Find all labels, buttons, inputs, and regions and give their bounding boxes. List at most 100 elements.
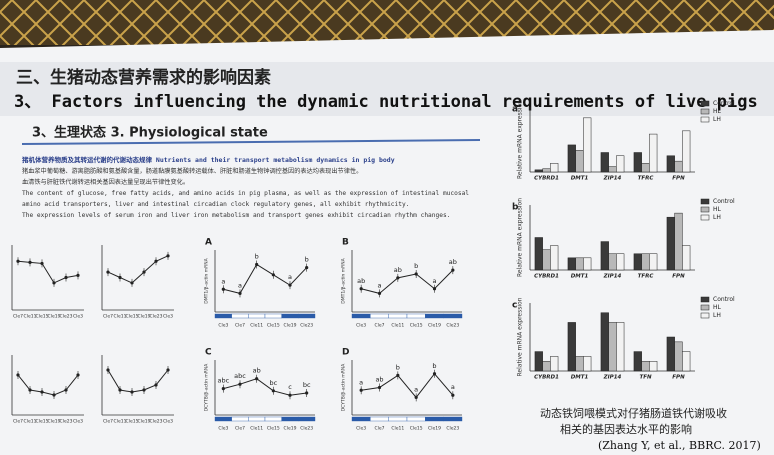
series-line [107,255,169,284]
bar [641,163,650,173]
x-tick-label: Cle19 [138,419,151,425]
legend-label: HL [713,108,722,115]
x-tick-label: Cle15 [36,314,49,320]
x-tick-label: TFRC [638,176,654,182]
bar [567,322,576,372]
x-tick-label: ZIP14 [603,176,622,182]
bar [542,249,551,271]
bar [616,253,625,271]
panel-label: a [512,105,518,115]
light-bar [443,313,463,319]
x-tick-label: Cle3 [218,323,228,329]
caption: 相关的基因表达水平的影响 [560,422,692,436]
x-tick-label: DMT1 [571,274,589,280]
body-line: 血清铁与肝脏铁代谢转运相关基因表达量呈现出节律性变化。 [22,178,189,186]
x-tick-label: Cle15 [267,323,280,329]
x-tick-label: Cle11 [391,426,404,432]
bar [608,322,617,372]
legend-label: LH [713,116,721,123]
legend-label: HL [713,206,722,213]
x-tick-label: Cle11 [114,419,127,425]
x-tick-label: Cle19 [284,426,297,432]
light-bar [425,416,444,422]
bar [534,169,543,173]
light-bar [264,313,282,319]
legend-swatch [700,214,710,221]
sig-letter: abc [234,372,246,380]
title-band [0,62,774,116]
sig-letter: ab [375,376,383,384]
x-tick-label: Cle15 [410,426,423,432]
panel-label: B [342,238,349,248]
citation: (Zhang Y, et al., BBRC. 2017) [598,439,761,452]
y-label: DCYTB/β-actin mRNA [204,363,210,412]
panel-label: A [205,238,212,248]
x-tick-label: Cle15 [126,314,139,320]
bar [608,166,617,173]
body-line: 猪血浆中葡萄糖、游离脂肪酸和氨基酸含量，肠道黏膜氨基酸转运载体、肝脏和肠道生物钟… [22,167,362,175]
bar [608,253,617,271]
divider [21,139,481,145]
bar [534,237,543,271]
x-tick-label: Cle3 [163,314,173,320]
light-bar [351,313,371,319]
light-bar [351,416,371,422]
bar [575,356,584,372]
bar [567,257,576,271]
x-tick-label: Cle23 [60,419,73,425]
x-tick-label: Cle7 [103,419,113,425]
x-tick-label: Cle3 [356,426,366,432]
light-bar [264,416,282,422]
bar [682,351,691,372]
sig-letter: a [359,378,363,386]
body-line: The content of glucose, free fatty acids… [22,190,469,197]
x-tick-label: Cle3 [218,426,228,432]
bar [550,245,559,271]
body-line: 猪机体营养物质及其转运代谢的代谢动态规律 Nutrients and their… [21,155,395,164]
bar [666,155,675,173]
sig-letter: bc [303,381,311,389]
x-tick-label: Cle23 [60,314,73,320]
bar [575,257,584,271]
x-tick-label: Cle23 [150,314,163,320]
bar [575,150,584,173]
x-tick-label: Cle19 [428,323,441,329]
bar [633,253,642,271]
light-bar [388,313,408,319]
legend-swatch [700,108,710,115]
x-tick-label: Cle19 [284,323,297,329]
x-tick-label: TFN [639,375,652,381]
panel-label: D [342,348,349,358]
sig-letter: ab [253,367,261,375]
x-tick-label: Cle3 [356,323,366,329]
y-label: Relative mRNA expression [517,100,524,179]
x-tick-label: Cle7 [235,323,245,329]
slide [0,30,774,455]
bar [583,257,592,271]
bar [600,312,609,372]
x-tick-label: FPN [672,274,685,280]
legend-swatch [700,304,710,311]
sig-letter: a [378,281,382,289]
bar [674,341,683,372]
x-tick-label: Cle7 [13,419,23,425]
x-tick-label: DMT1 [571,176,589,182]
x-tick-label: TFRC [638,274,654,280]
light-bar [248,313,266,319]
sig-letter: ab [357,277,365,285]
x-tick-label: Cle11 [24,419,37,425]
x-tick-label: Cle15 [267,426,280,432]
legend-swatch [700,100,710,107]
x-tick-label: ZIP14 [603,375,622,381]
x-tick-label: Cle19 [428,426,441,432]
x-tick-label: Cle15 [410,323,423,329]
x-tick-label: CYBRD1 [534,176,559,182]
sig-letter: b [396,363,400,371]
x-tick-label: Cle23 [446,426,459,432]
bar [641,253,650,271]
sig-letter: b [255,252,259,260]
sig-letter: b [432,362,436,370]
bar [633,152,642,173]
light-bar [248,416,266,422]
